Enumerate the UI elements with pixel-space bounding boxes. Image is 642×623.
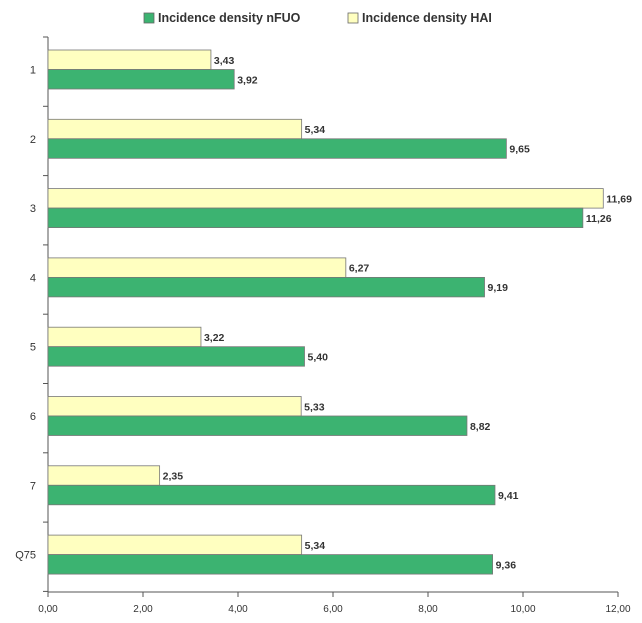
bar xyxy=(47,138,507,159)
bar xyxy=(47,396,302,417)
data-label: 5,33 xyxy=(304,401,325,413)
data-label: 9,65 xyxy=(509,144,530,156)
data-label: 6,27 xyxy=(349,263,370,275)
legend-label-hai: Incidence density HAI xyxy=(362,11,492,25)
category-label: 3 xyxy=(30,203,36,215)
plot-area: 0,00 2,00 4,00 6,00 8,00 10,00 12,00 1 3,433,92 2… xyxy=(15,36,632,615)
bar xyxy=(47,415,468,436)
category-label: 6 xyxy=(30,411,36,423)
data-label: 5,34 xyxy=(305,124,326,136)
x-tick-label: 2,00 xyxy=(133,604,153,615)
data-label: 3,92 xyxy=(237,74,258,86)
bar xyxy=(47,346,305,367)
category-label: Q75 xyxy=(15,550,36,562)
bar xyxy=(47,465,161,486)
data-label: 9,36 xyxy=(496,559,517,571)
category-label: 2 xyxy=(30,134,36,146)
data-label: 9,41 xyxy=(498,490,519,502)
bar xyxy=(47,534,303,555)
legend: Incidence density nFUO Incidence density… xyxy=(143,11,492,25)
x-tick-label: 12,00 xyxy=(605,604,630,615)
bar xyxy=(47,49,212,70)
data-label: 2,35 xyxy=(163,471,184,483)
data-label: 3,43 xyxy=(214,55,235,67)
category-label: 5 xyxy=(30,342,36,354)
x-tick-label: 6,00 xyxy=(323,604,343,615)
data-label: 5,40 xyxy=(308,351,329,363)
data-label: 9,19 xyxy=(488,282,509,294)
legend-swatch-nfuo xyxy=(143,12,155,24)
bar xyxy=(47,118,303,140)
data-label: 11,69 xyxy=(606,193,632,205)
category-label: 1 xyxy=(30,65,36,77)
bar xyxy=(47,69,235,90)
data-label: 8,82 xyxy=(470,421,491,433)
bar xyxy=(47,484,496,506)
data-label: 3,22 xyxy=(204,332,225,344)
bar xyxy=(47,326,202,348)
bar xyxy=(47,554,494,575)
legend-swatch-hai xyxy=(347,12,359,24)
x-tick-label: 8,00 xyxy=(418,604,438,615)
bar xyxy=(47,276,485,298)
bar xyxy=(47,207,584,229)
x-tick-label: 4,00 xyxy=(228,604,248,615)
data-label: 5,34 xyxy=(305,540,326,552)
bar xyxy=(47,257,347,278)
bar xyxy=(47,188,604,209)
x-tick-label: 10,00 xyxy=(510,604,535,615)
data-label: 11,26 xyxy=(586,213,612,225)
legend-label-nfuo: Incidence density nFUO xyxy=(158,11,301,25)
category-label: 7 xyxy=(30,480,36,492)
x-tick-label: 0,00 xyxy=(38,604,58,615)
category-label: 4 xyxy=(30,272,36,284)
